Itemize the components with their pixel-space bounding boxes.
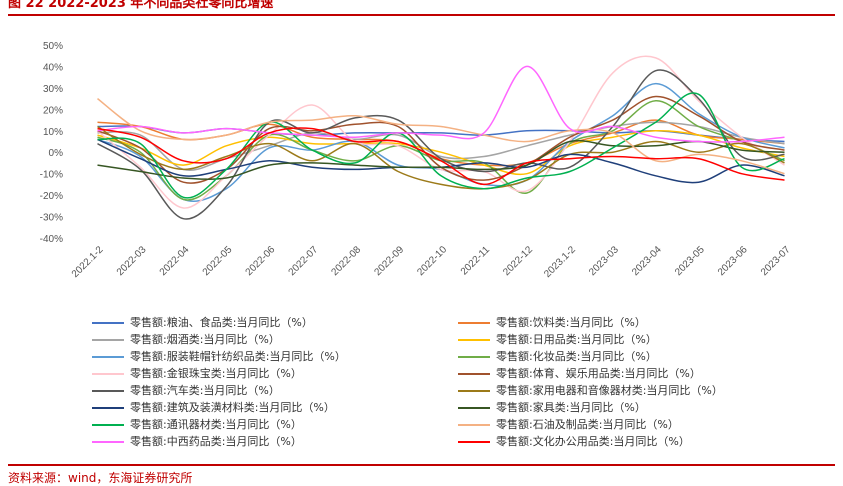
x-tick-label: 2023-04 [630, 244, 664, 278]
x-tick-label: 2022-10 [415, 244, 449, 278]
legend-label: 零售额:化妆品类:当月同比（%） [496, 350, 657, 363]
legend-swatch [458, 372, 490, 375]
legend-item: 零售额:烟酒类:当月同比（%） [92, 331, 280, 348]
legend-label: 零售额:石油及制品类:当月同比（%） [496, 418, 679, 431]
legend-label: 零售额:文化办公用品类:当月同比（%） [496, 435, 690, 448]
x-tick-label: 2022-11 [459, 244, 493, 278]
legend-label: 零售额:汽车类:当月同比（%） [130, 384, 280, 397]
legend-swatch [92, 372, 124, 375]
legend-item: 零售额:文化办公用品类:当月同比（%） [458, 433, 690, 450]
legend-label: 零售额:建筑及装潢材料类:当月同比（%） [130, 401, 335, 414]
legend-item: 零售额:体育、娱乐用品类:当月同比（%） [458, 365, 701, 382]
legend-item: 零售额:中西药品类:当月同比（%） [92, 433, 302, 450]
x-tick-label: 2022.1-2 [70, 244, 106, 280]
y-tick-label: 10% [43, 127, 63, 138]
legend-swatch [458, 355, 490, 358]
series-line-9 [97, 69, 785, 220]
legend-item: 零售额:日用品类:当月同比（%） [458, 331, 657, 348]
legend-swatch [458, 423, 490, 426]
legend-label: 零售额:饮料类:当月同比（%） [496, 316, 646, 329]
legend-item: 零售额:服装鞋帽针纺织品类:当月同比（%） [92, 348, 346, 365]
series-line-13 [97, 92, 785, 199]
x-tick-label: 2023-06 [716, 244, 750, 278]
y-tick-label: 30% [43, 84, 63, 95]
legend-swatch [458, 389, 490, 392]
legend-swatch [458, 406, 490, 409]
legend-label: 零售额:粮油、食品类:当月同比（%） [130, 316, 313, 329]
x-tick-label: 2022-12 [501, 244, 535, 278]
legend-swatch [92, 321, 124, 324]
legend-item: 零售额:金银珠宝类:当月同比（%） [92, 365, 302, 382]
y-tick-label: 0% [49, 148, 64, 159]
series-line-7 [97, 55, 785, 209]
x-tick-label: 2022-07 [287, 244, 321, 278]
x-tick-label: 2022-09 [372, 244, 406, 278]
title-rule [8, 14, 835, 16]
x-tick-label: 2023-07 [759, 244, 793, 278]
y-axis: 50% 40% 30% 20% 10% 0% -10% -20% -30% -40% [40, 41, 63, 245]
y-tick-label: -10% [40, 170, 63, 181]
source-note: 资料来源：wind，东海证券研究所 [8, 471, 193, 485]
legend-item: 零售额:家用电器和音像器材类:当月同比（%） [458, 382, 723, 399]
legend-label: 零售额:金银珠宝类:当月同比（%） [130, 367, 302, 380]
series-line-16 [97, 127, 785, 186]
source-rule [8, 464, 835, 466]
legend-label: 零售额:日用品类:当月同比（%） [496, 333, 657, 346]
legend-label: 零售额:通讯器材类:当月同比（%） [130, 418, 302, 431]
legend-swatch [92, 440, 124, 443]
legend-label: 零售额:烟酒类:当月同比（%） [130, 333, 280, 346]
x-tick-label: 2023-05 [673, 244, 707, 278]
x-tick-label: 2022-04 [158, 244, 192, 278]
x-tick-label: 2022-06 [244, 244, 278, 278]
legend-swatch [92, 423, 124, 426]
x-tick-label: 2023-03 [587, 244, 621, 278]
figure-title: 图 22 2022-2023 年不同品类社零同比增速 [8, 0, 274, 11]
legend-swatch [92, 389, 124, 392]
legend-label: 零售额:体育、娱乐用品类:当月同比（%） [496, 367, 701, 380]
legend-swatch [92, 338, 124, 341]
y-tick-label: 50% [43, 41, 63, 52]
y-tick-label: -30% [40, 213, 63, 224]
y-tick-label: -20% [40, 191, 63, 202]
legend-swatch [92, 406, 124, 409]
legend-item: 零售额:石油及制品类:当月同比（%） [458, 416, 679, 433]
x-tick-label: 2022-08 [330, 244, 364, 278]
x-tick-label: 2022-03 [115, 244, 149, 278]
legend-label: 零售额:家用电器和音像器材类:当月同比（%） [496, 384, 723, 397]
legend-item: 零售额:汽车类:当月同比（%） [92, 382, 280, 399]
legend-swatch [458, 338, 490, 341]
y-tick-label: 40% [43, 62, 63, 73]
legend-item: 零售额:建筑及装潢材料类:当月同比（%） [92, 399, 335, 416]
series-line-3 [97, 121, 785, 171]
series-line-15 [97, 65, 785, 143]
legend-item: 零售额:通讯器材类:当月同比（%） [92, 416, 302, 433]
legend-swatch [458, 321, 490, 324]
legend-swatch [458, 440, 490, 443]
legend-item: 零售额:饮料类:当月同比（%） [458, 314, 646, 331]
legend-item: 零售额:化妆品类:当月同比（%） [458, 348, 657, 365]
legend-label: 零售额:中西药品类:当月同比（%） [130, 435, 302, 448]
legend-item: 零售额:粮油、食品类:当月同比（%） [92, 314, 313, 331]
x-tick-label: 2023.1-2 [542, 244, 578, 280]
x-axis: 2022.1-2 2022-03 2022-04 2022-05 2022-06 2022… [70, 244, 793, 280]
series-line-14 [97, 98, 785, 175]
legend-label: 零售额:家具类:当月同比（%） [496, 401, 646, 414]
legend-label: 零售额:服装鞋帽针纺织品类:当月同比（%） [130, 350, 346, 363]
x-tick-label: 2022-05 [201, 244, 235, 278]
series-lines [97, 55, 785, 220]
legend-swatch [92, 355, 124, 358]
legend-item: 零售额:家具类:当月同比（%） [458, 399, 646, 416]
y-tick-label: -40% [40, 234, 63, 245]
y-tick-label: 20% [43, 105, 63, 116]
series-line-12 [97, 139, 785, 180]
series-line-4 [97, 130, 785, 176]
